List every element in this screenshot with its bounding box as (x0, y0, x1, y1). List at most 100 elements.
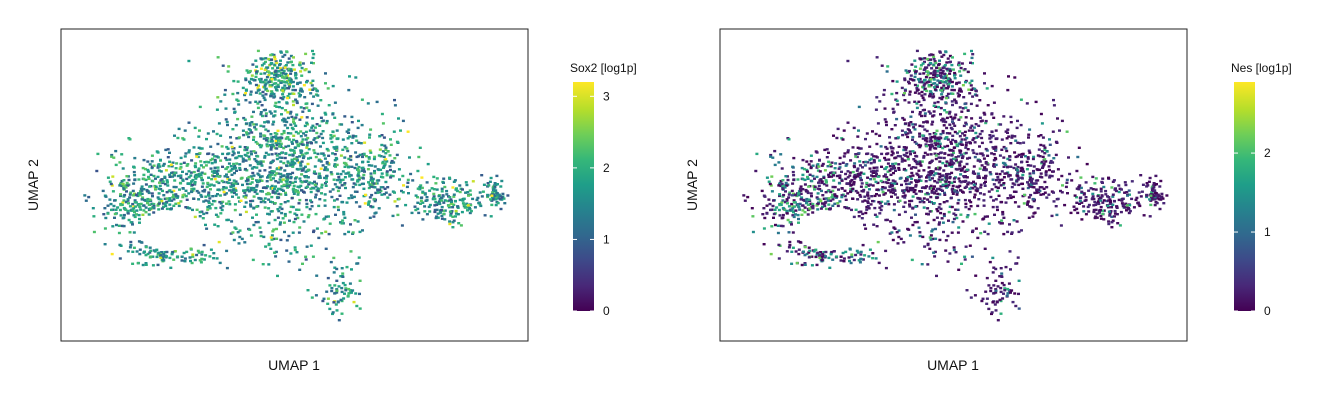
cell-point (175, 194, 179, 198)
cell-point (1136, 201, 1140, 205)
cell-point (1112, 179, 1116, 182)
cell-point (292, 134, 296, 137)
cell-point (840, 195, 844, 199)
cell-point (258, 92, 262, 95)
cell-point (244, 210, 248, 214)
cell-point (419, 202, 422, 205)
cell-point (298, 61, 302, 64)
cell-point (152, 211, 156, 214)
cell-point (973, 196, 976, 199)
cell-point (884, 173, 887, 176)
cell-point (1007, 282, 1011, 285)
cell-point (950, 88, 954, 92)
cell-point (857, 152, 861, 155)
cell-point (1002, 145, 1006, 149)
cell-point (942, 53, 946, 57)
cell-point (762, 227, 766, 230)
cell-point (893, 180, 897, 183)
cell-point (161, 164, 165, 167)
cell-point (932, 70, 936, 73)
cell-point (1057, 178, 1060, 181)
cell-point (334, 213, 337, 216)
cell-point (271, 230, 275, 233)
cell-point (309, 141, 313, 145)
cell-point (961, 220, 965, 223)
cell-point (990, 152, 994, 155)
cell-point (921, 62, 925, 65)
cell-point (770, 175, 774, 178)
cell-point (140, 192, 144, 195)
cell-point (1009, 142, 1013, 145)
cell-point (256, 102, 260, 105)
cell-point (212, 199, 215, 203)
cell-point (299, 70, 303, 73)
cell-point (118, 243, 122, 247)
cell-point (950, 165, 954, 168)
cell-point (254, 188, 258, 192)
cell-point (856, 146, 860, 149)
cell-point (882, 175, 886, 178)
cell-point (305, 81, 308, 84)
cell-point (983, 113, 987, 116)
cell-point (174, 185, 178, 189)
cell-point (1101, 177, 1105, 180)
cell-point (846, 121, 850, 124)
cell-point (270, 136, 274, 139)
cell-point (462, 197, 466, 200)
cell-point (1099, 196, 1103, 200)
cell-point (896, 196, 900, 199)
cell-point (407, 192, 410, 195)
cell-point (835, 174, 839, 178)
cell-point (110, 252, 114, 256)
cell-point (315, 89, 319, 93)
cell-point (145, 190, 149, 193)
cell-point (150, 202, 154, 205)
cell-point (143, 198, 146, 202)
cell-point (320, 232, 324, 235)
cell-point (1092, 208, 1096, 212)
cell-point (855, 155, 859, 159)
cell-point (233, 191, 236, 195)
cell-point (360, 169, 364, 173)
cell-point (148, 256, 152, 259)
cell-point (323, 193, 327, 196)
cell-point (278, 223, 282, 226)
cell-point (900, 183, 903, 187)
cell-point (793, 193, 797, 196)
cell-point (1010, 136, 1014, 139)
cell-point (928, 112, 932, 115)
cell-point (204, 164, 208, 167)
cell-point (973, 155, 977, 159)
cell-point (292, 161, 295, 164)
cell-point (960, 62, 964, 65)
cell-point (893, 124, 897, 127)
cell-point (788, 221, 792, 224)
cell-point (910, 199, 914, 203)
cell-point (1035, 191, 1039, 194)
cell-point (289, 252, 293, 255)
cell-point (937, 156, 941, 159)
cell-point (1128, 209, 1132, 213)
cell-point (838, 156, 842, 160)
cell-point (133, 178, 137, 182)
cell-point (468, 189, 472, 192)
cell-point (918, 77, 922, 81)
cell-point (1125, 209, 1128, 212)
cell-point (1015, 126, 1019, 130)
cell-point (954, 213, 958, 217)
cell-point (831, 193, 835, 197)
cell-point (171, 161, 175, 164)
cell-point (868, 158, 872, 162)
cell-point (300, 66, 304, 70)
cell-point (773, 163, 777, 167)
cell-point (187, 121, 191, 124)
cell-point (877, 261, 881, 265)
cell-point (264, 151, 268, 155)
cell-point (262, 235, 266, 239)
cell-point (269, 62, 273, 65)
cell-point (1091, 192, 1095, 196)
cell-point (111, 190, 115, 193)
cell-point (270, 83, 274, 87)
cell-point (83, 194, 87, 197)
cell-point (295, 208, 299, 211)
